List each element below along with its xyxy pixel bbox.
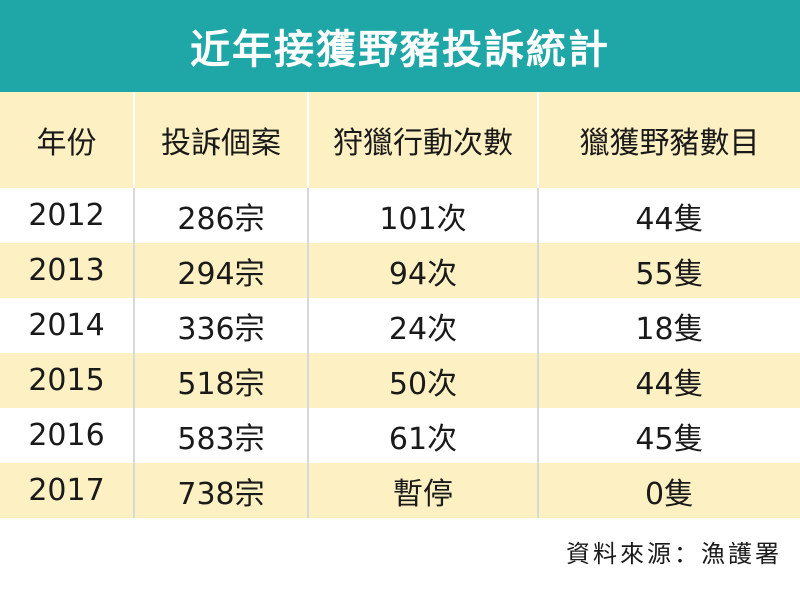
table-row: 2015 518宗 50次 44隻 [0, 353, 800, 408]
source-note: 資料來源：漁護署 [566, 540, 782, 568]
cell-hunting-operations: 50次 [307, 353, 538, 408]
table-row: 2016 583宗 61次 45隻 [0, 408, 800, 463]
table-row: 2013 294宗 94次 55隻 [0, 243, 800, 298]
column-header-boars-caught: 獵獲野豬數目 [537, 92, 800, 188]
cell-complaints: 518宗 [133, 353, 308, 408]
column-header-year: 年份 [0, 92, 134, 188]
table-row: 2012 286宗 101次 44隻 [0, 188, 800, 243]
cell-hunting-operations: 暫停 [307, 463, 538, 518]
cell-complaints: 583宗 [133, 408, 308, 463]
cell-hunting-operations: 101次 [307, 188, 538, 243]
header-row: 年份 投訴個案 狩獵行動次數 獵獲野豬數目 [0, 92, 800, 188]
page-title: 近年接獲野豬投訴統計 [190, 27, 610, 73]
cell-boars-caught: 0隻 [537, 463, 800, 518]
cell-boars-caught: 55隻 [537, 243, 800, 298]
cell-year: 2017 [0, 463, 134, 518]
cell-boars-caught: 44隻 [537, 188, 800, 243]
cell-complaints: 294宗 [133, 243, 308, 298]
cell-hunting-operations: 94次 [307, 243, 538, 298]
cell-complaints: 738宗 [133, 463, 308, 518]
cell-boars-caught: 44隻 [537, 353, 800, 408]
cell-year: 2013 [0, 243, 134, 298]
cell-year: 2015 [0, 353, 134, 408]
cell-complaints: 286宗 [133, 188, 308, 243]
cell-complaints: 336宗 [133, 298, 308, 353]
cell-year: 2012 [28, 198, 105, 233]
cell-boars-caught: 45隻 [537, 408, 800, 463]
cell-hunting-operations: 61次 [307, 408, 538, 463]
cell-hunting-operations: 24次 [307, 298, 538, 353]
cell-year: 2014 [28, 308, 105, 343]
column-header-hunting-operations: 狩獵行動次數 [307, 92, 538, 188]
table-row: 2014 336宗 24次 18隻 [0, 298, 800, 353]
title-bar: 近年接獲野豬投訴統計 [0, 0, 800, 92]
column-header-complaints: 投訴個案 [133, 92, 308, 188]
table-row: 2017 738宗 暫停 0隻 [0, 463, 800, 518]
cell-boars-caught: 18隻 [537, 298, 800, 353]
cell-year: 2016 [28, 418, 105, 453]
stats-table: 年份 投訴個案 狩獵行動次數 獵獲野豬數目 2012 286宗 101次 44隻… [0, 92, 800, 518]
